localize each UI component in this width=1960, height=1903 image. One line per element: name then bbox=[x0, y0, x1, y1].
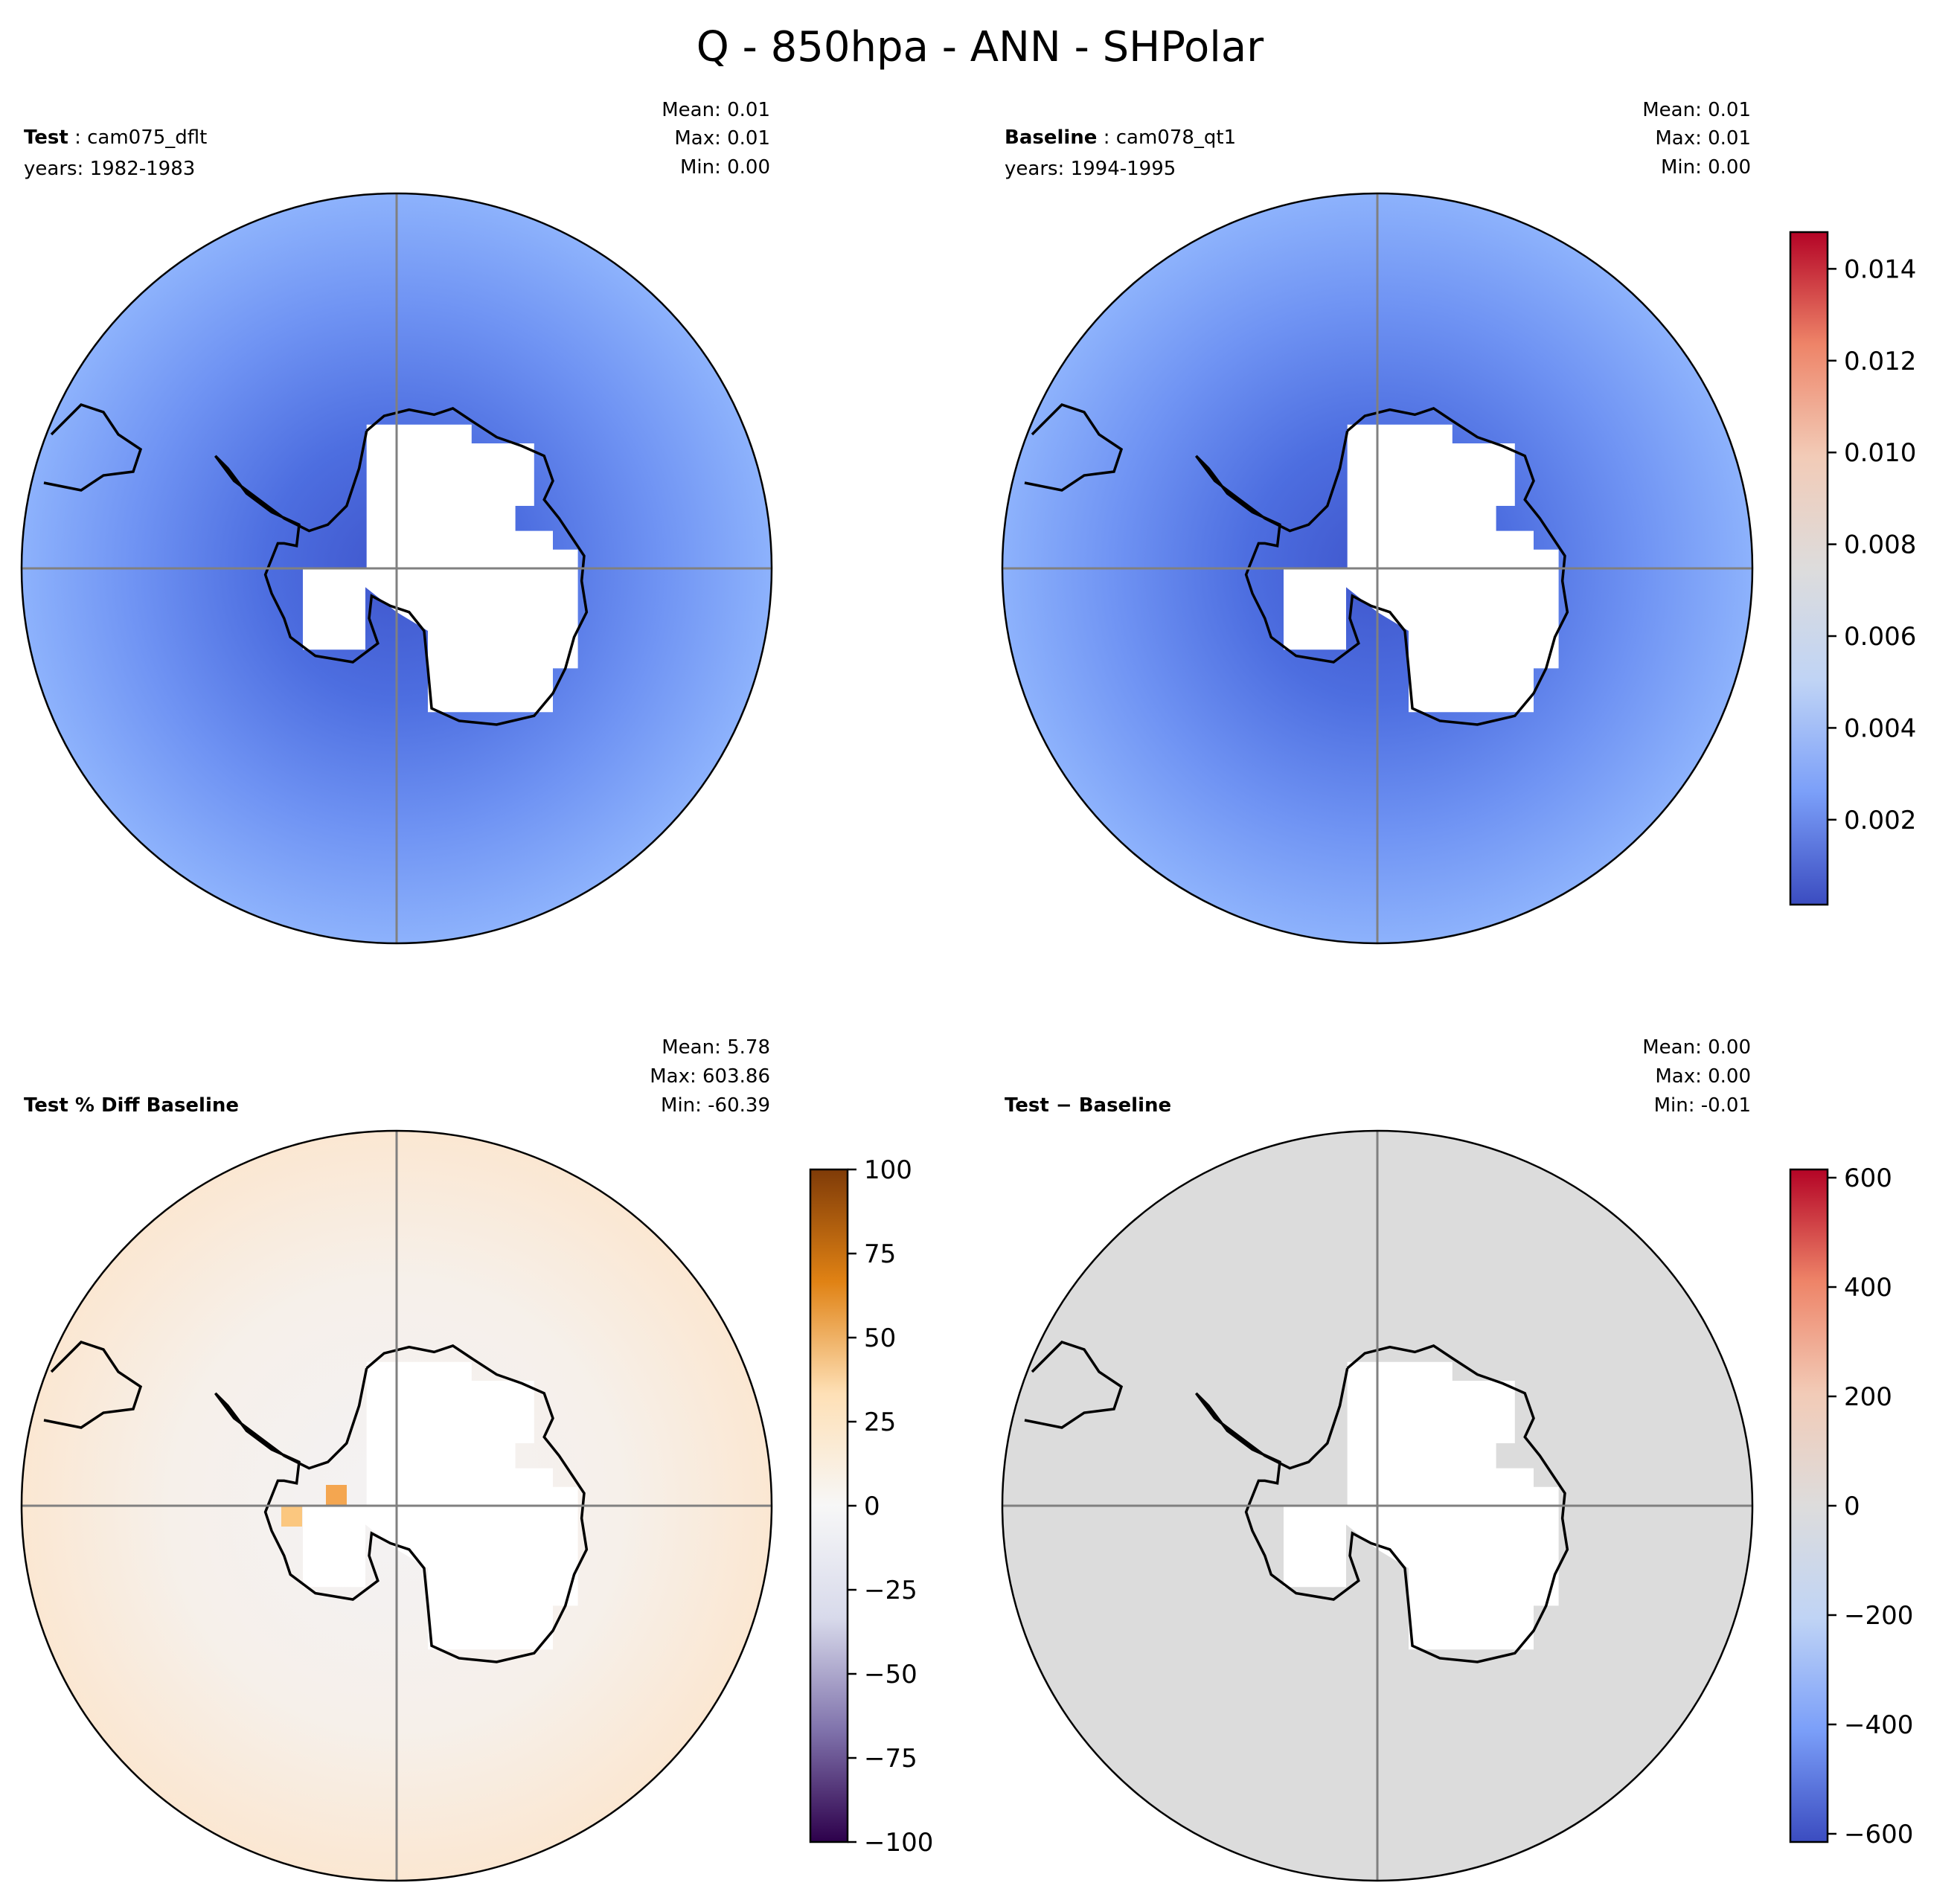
colorbar-tick-label: −25 bbox=[864, 1576, 917, 1605]
coastline bbox=[1024, 1340, 1124, 1429]
colorbar-tick-label: −75 bbox=[864, 1744, 917, 1774]
colorbar-tick-label: 0.004 bbox=[1844, 713, 1916, 743]
diff-colorbar: −600 −400 −200 0 200 400 600 bbox=[1789, 1164, 1913, 1849]
coastline bbox=[43, 1340, 143, 1429]
colorbar-tick-label: 0 bbox=[1844, 1492, 1860, 1521]
data-cell bbox=[281, 1506, 302, 1527]
coastline bbox=[1024, 402, 1124, 492]
colorbar-tick-label: 0.014 bbox=[1844, 254, 1916, 284]
colorbar-tick-label: 75 bbox=[864, 1239, 896, 1269]
map-boundary bbox=[1001, 1129, 1754, 1882]
svg-text:Test : cam075_dflt: Test : cam075_dflt bbox=[24, 126, 207, 149]
test-header: Test : cam075_dflt years: 1982-1983 Mean… bbox=[24, 99, 770, 180]
colorbar-tick-label: 200 bbox=[1844, 1382, 1892, 1412]
stat-mean: Mean: 0.01 bbox=[662, 99, 770, 121]
colorbar-tick-label: 400 bbox=[1844, 1273, 1892, 1303]
stat-mean: Mean: 5.78 bbox=[662, 1036, 770, 1059]
colorbar-tick-label: −400 bbox=[1844, 1710, 1913, 1740]
colorbar-tick-label: −600 bbox=[1844, 1820, 1913, 1849]
colorbar-tick-label: 100 bbox=[864, 1155, 912, 1185]
colorbar-tick-label: −200 bbox=[1844, 1601, 1913, 1631]
coastline bbox=[214, 1344, 589, 1663]
colorbar-tick-label: 600 bbox=[1844, 1164, 1892, 1193]
colorbar-tick-label: 0.006 bbox=[1844, 622, 1916, 652]
stat-min: Min: 0.00 bbox=[680, 156, 770, 179]
pct-colorbar: −100 −75 −50 −25 0 25 50 75 100 bbox=[809, 1155, 933, 1858]
panel-label: Test % Diff Baseline bbox=[24, 1094, 239, 1117]
colorbar-tick-label: 0.010 bbox=[1844, 438, 1916, 468]
coastline bbox=[214, 407, 589, 726]
baseline-map bbox=[1001, 192, 1754, 945]
pctdiff-header: Test % Diff Baseline Mean: 5.78 Max: 603… bbox=[24, 1036, 770, 1117]
colorbar-tick-label: 0.012 bbox=[1844, 347, 1916, 376]
main-colorbar: 0.002 0.004 0.006 0.008 0.010 0.012 0.014 bbox=[1789, 231, 1916, 906]
stat-mean: Mean: 0.01 bbox=[1642, 99, 1751, 121]
colorbar-tick-label: 0 bbox=[864, 1492, 880, 1521]
colorbar-tick-label: 50 bbox=[864, 1323, 896, 1353]
stat-max: Max: 0.01 bbox=[1655, 127, 1751, 150]
baseline-header: Baseline : cam078_qt1 years: 1994-1995 M… bbox=[1005, 99, 1751, 180]
case-name: cam075_dflt bbox=[87, 126, 207, 149]
diff-map bbox=[1001, 1129, 1754, 1882]
map-boundary bbox=[20, 1129, 773, 1882]
coastline bbox=[1195, 407, 1569, 726]
colorbar-tick-label: 0.002 bbox=[1844, 806, 1916, 835]
colorbar-tick-label: 0.008 bbox=[1844, 530, 1916, 560]
stat-mean: Mean: 0.00 bbox=[1642, 1036, 1751, 1059]
case-name: cam078_qt1 bbox=[1116, 126, 1236, 149]
coastline bbox=[43, 402, 143, 492]
panel-label: Test − Baseline bbox=[1005, 1094, 1171, 1117]
colorbar-gradient bbox=[809, 1168, 849, 1843]
test-map bbox=[20, 192, 773, 945]
stat-min: Min: 0.00 bbox=[1661, 156, 1751, 179]
stat-min: Min: -60.39 bbox=[661, 1094, 770, 1117]
panel-label: Baseline bbox=[1005, 126, 1097, 149]
diff-header: Test − Baseline Mean: 0.00 Max: 0.00 Min… bbox=[1005, 1036, 1751, 1117]
colorbar-gradient bbox=[1789, 231, 1829, 906]
stat-max: Max: 603.86 bbox=[650, 1065, 770, 1088]
data-cell bbox=[326, 1485, 347, 1506]
map-boundary bbox=[20, 192, 773, 945]
panel-label: Test bbox=[24, 126, 68, 149]
stat-max: Max: 0.00 bbox=[1655, 1065, 1751, 1088]
colorbar-gradient bbox=[1789, 1168, 1829, 1843]
colorbar-tick-label: −100 bbox=[864, 1828, 933, 1858]
figure-title: Q - 850hpa - ANN - SHPolar bbox=[696, 23, 1264, 71]
map-boundary bbox=[1001, 192, 1754, 945]
colorbar-tick-label: 25 bbox=[864, 1408, 896, 1437]
years: years: 1994-1995 bbox=[1005, 158, 1176, 180]
stat-max: Max: 0.01 bbox=[674, 127, 770, 150]
years: years: 1982-1983 bbox=[24, 158, 195, 180]
colorbar-tick-label: −50 bbox=[864, 1660, 917, 1689]
coastline bbox=[1195, 1344, 1569, 1663]
svg-text:Baseline : cam078_qt1: Baseline : cam078_qt1 bbox=[1005, 126, 1236, 149]
pctdiff-map bbox=[20, 1129, 773, 1882]
stat-min: Min: -0.01 bbox=[1654, 1094, 1751, 1117]
